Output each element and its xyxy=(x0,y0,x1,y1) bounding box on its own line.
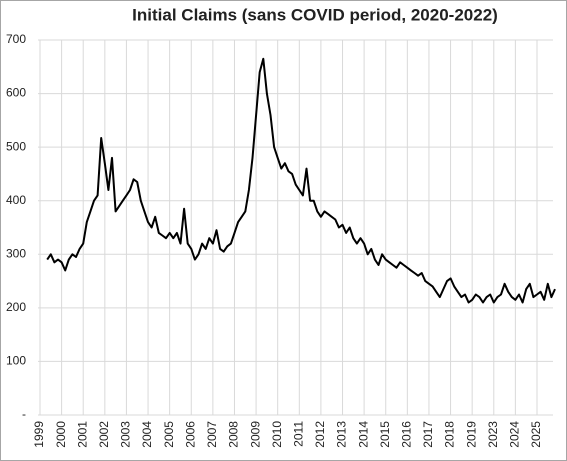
y-tick-label: 100 xyxy=(6,354,26,368)
x-tick-label: 2012 xyxy=(313,421,327,448)
x-tick-label: 2014 xyxy=(356,421,370,448)
x-tick-label: 2003 xyxy=(119,421,133,448)
y-tick-label: 300 xyxy=(6,246,26,260)
y-tick-label: 200 xyxy=(6,300,26,314)
x-tick-label: 2005 xyxy=(162,421,176,448)
x-tick-label: 2000 xyxy=(54,421,68,448)
y-tick-label: 400 xyxy=(6,193,26,207)
y-tick-label: 500 xyxy=(6,139,26,153)
x-tick-label: 2001 xyxy=(75,421,89,448)
x-tick-label: 2007 xyxy=(205,421,219,448)
x-tick-label: 2011 xyxy=(291,421,305,447)
x-tick-label: 2018 xyxy=(443,421,457,448)
y-tick-label: 700 xyxy=(6,32,26,46)
x-tick-label: 2004 xyxy=(140,421,154,448)
x-tick-label: 2002 xyxy=(97,421,111,448)
x-tick-label: 2006 xyxy=(183,421,197,448)
x-tick-label: 2013 xyxy=(335,421,349,448)
x-tick-label: 2019 xyxy=(464,421,478,448)
x-tick-label: 2017 xyxy=(421,421,435,448)
y-tick-label: 600 xyxy=(6,86,26,100)
chart-title: Initial Claims (sans COVID period, 2020-… xyxy=(132,5,498,24)
y-tick-label: - xyxy=(22,407,26,421)
x-tick-label: 2024 xyxy=(508,421,522,448)
x-tick-label: 2023 xyxy=(486,421,500,448)
line xyxy=(46,57,556,304)
x-tick-label: 2008 xyxy=(227,421,241,448)
x-tick-label: 1999 xyxy=(32,421,46,448)
x-tick-label: 2009 xyxy=(248,421,262,448)
x-tick-label: 2015 xyxy=(378,421,392,448)
x-tick-label: 2016 xyxy=(400,421,414,448)
x-tick-label: 2010 xyxy=(270,421,284,448)
x-tick-label: 2025 xyxy=(529,421,543,448)
